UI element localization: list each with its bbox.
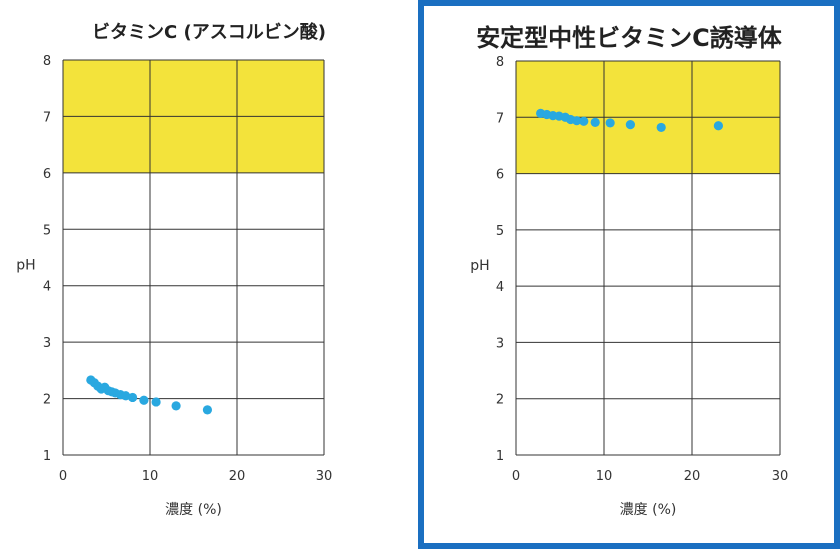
data-point [579,116,589,126]
y-tick-label: 7 [496,111,504,126]
data-point [151,397,161,407]
y-tick-label: 2 [43,393,51,408]
y-tick-label: 1 [43,449,51,464]
y-tick-label: 7 [43,110,51,125]
data-point [128,392,138,403]
y-tick-label: 3 [496,336,504,351]
data-point [572,116,582,126]
chart-panel-right: 安定型中性ビタミンC誘導体 1 2 3 4 5 6 7 8 0 10 20 30 pH 濃度 (%) [418,0,840,549]
y-tick-label: 2 [496,393,504,408]
data-point [121,391,131,401]
chart-title-right: 安定型中性ビタミンC誘導体 [476,24,782,52]
x-tick-label: 30 [772,469,789,484]
y-tick-label: 8 [496,55,504,70]
data-point [605,118,615,128]
x-tick-label: 10 [142,469,159,484]
x-tick-label: 20 [229,469,246,484]
data-point [139,395,149,405]
y-axis-label: pH [16,258,35,274]
x-tick-label: 0 [512,469,520,484]
y-tick-label: 6 [496,168,504,183]
chart-panel-left: ビタミンC (アスコルビン酸) 1 2 3 4 5 6 7 8 0 10 20 30 pH 濃度 (%) [0,0,418,549]
x-tick-label: 20 [684,469,701,484]
data-point [656,122,666,133]
data-point [713,121,723,131]
x-axis-label: 濃度 (%) [165,502,222,518]
x-tick-label: 10 [596,469,613,484]
y-tick-label: 4 [43,280,51,295]
y-tick-label: 4 [496,280,504,295]
gridlines [62,59,325,456]
data-point [171,401,181,411]
chart-left: 1 2 3 4 5 6 7 8 0 10 20 30 pH 濃度 (%) [16,54,333,518]
y-tick-label: 8 [43,54,51,69]
gridlines [515,60,781,456]
data-point [202,405,213,415]
x-axis-label: 濃度 (%) [620,502,677,518]
y-tick-label: 3 [43,336,51,351]
x-tick-label: 0 [59,469,67,484]
y-tick-label: 6 [43,167,51,182]
y-tick-label: 5 [43,223,51,238]
x-tick-label: 30 [316,469,333,484]
y-tick-label: 5 [496,224,504,239]
chart-right: 1 2 3 4 5 6 7 8 0 10 20 30 pH 濃度 (%) [470,55,789,518]
y-tick-label: 1 [496,449,504,464]
chart-title-left: ビタミンC (アスコルビン酸) [92,22,326,43]
data-point [625,120,635,130]
y-axis-label: pH [470,258,489,274]
data-point [590,117,600,127]
